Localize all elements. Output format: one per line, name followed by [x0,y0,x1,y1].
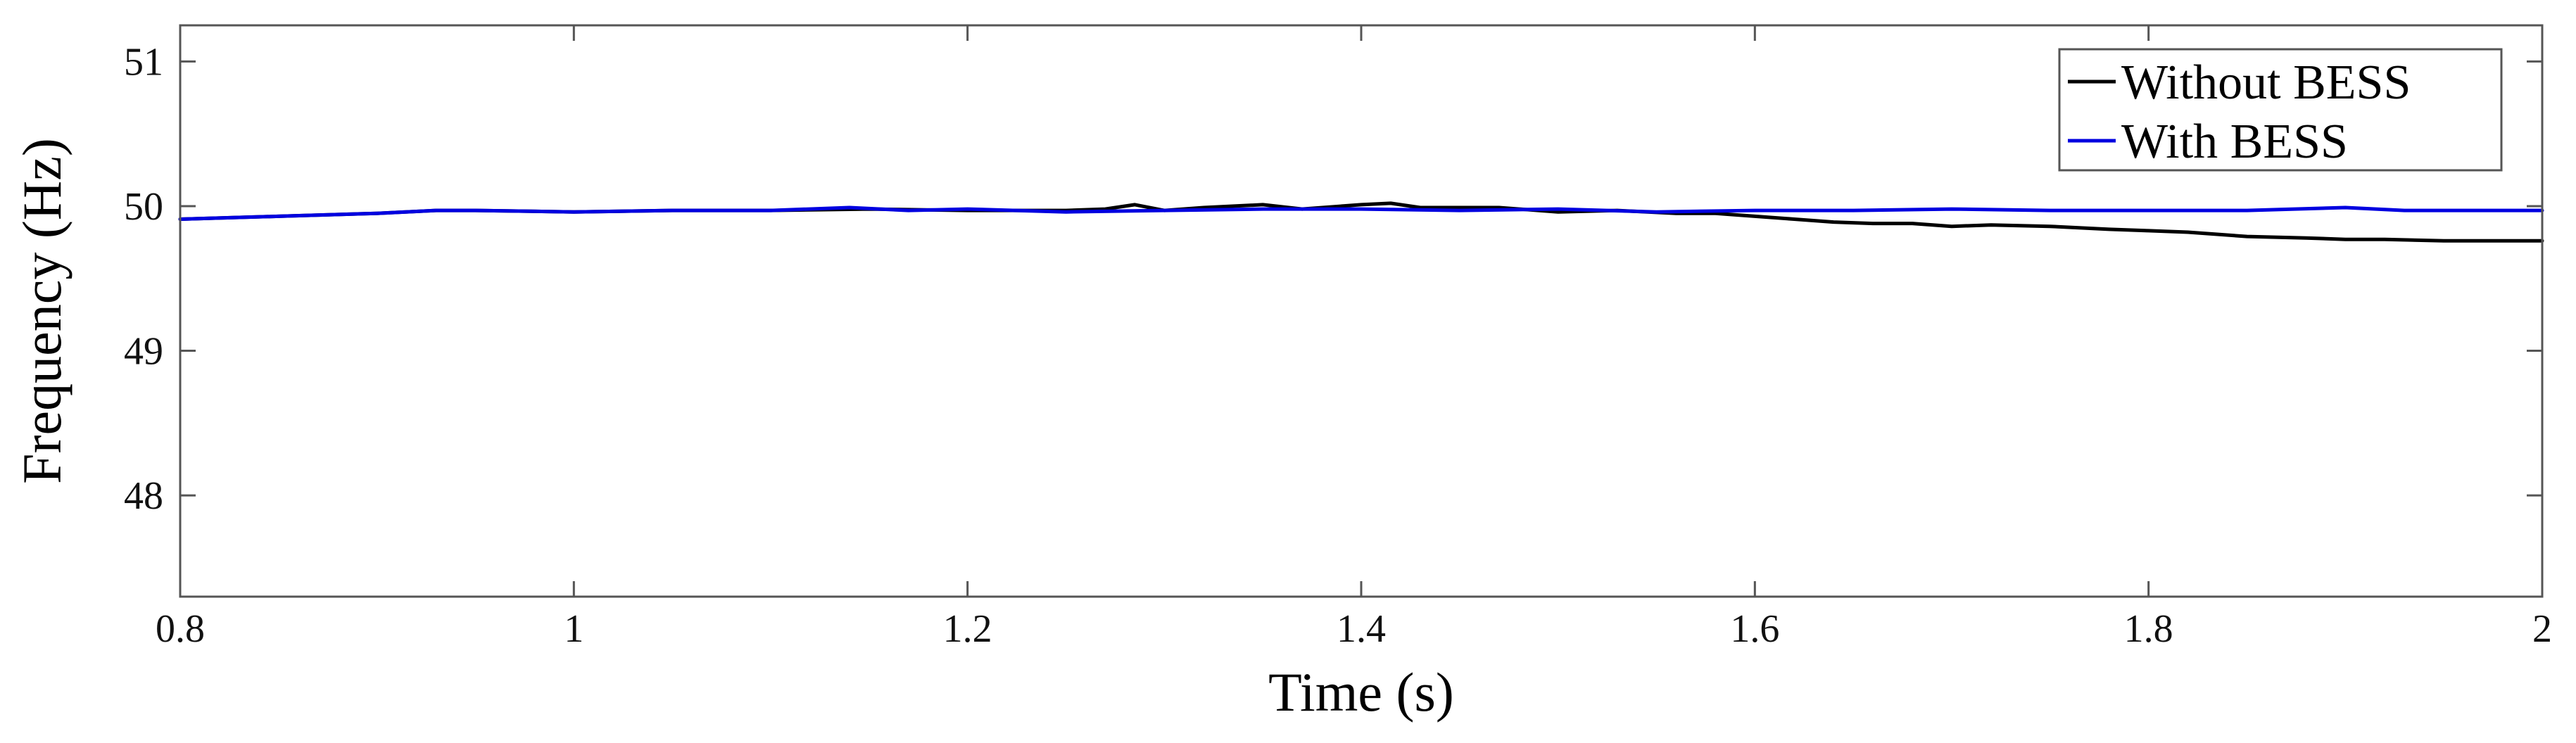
legend-label-without-bess: Without BESS [2121,56,2411,110]
series-line-with-bess [178,205,2544,221]
series-layer [178,201,2544,243]
y-tick-label: 48 [124,474,163,518]
x-tick-label: 1.6 [1730,607,1779,651]
x-tick-label: 1.4 [1337,607,1386,651]
x-tick-label: 2 [2532,607,2552,651]
y-tick-label: 51 [124,40,163,84]
x-tick-label: 1.2 [943,607,992,651]
y-tick-label: 49 [124,330,163,374]
ticks-layer: 0.8 1 1.2 1.4 1.6 1.8 2 48 49 50 51 [124,25,2552,651]
x-tick-label: 1.8 [2124,607,2173,651]
x-axis-label: Time (s) [1268,661,1454,723]
legend-label-with-bess: With BESS [2121,115,2348,169]
x-tick-label: 0.8 [156,607,205,651]
x-tick-label: 1 [564,607,583,651]
legend-box [2058,48,2503,172]
y-axis-label: Frequency (Hz) [11,138,72,484]
y-tick-label: 50 [124,185,163,229]
